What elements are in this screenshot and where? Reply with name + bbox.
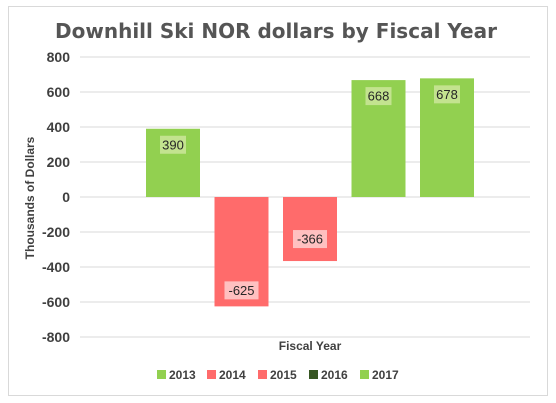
bar-2015 — [283, 197, 337, 262]
legend-label-2017: 2017 — [372, 368, 399, 382]
legend-swatch-2016 — [309, 370, 318, 379]
legend-label-2016: 2016 — [321, 368, 348, 382]
y-tick-label: -800 — [42, 329, 70, 345]
bars — [146, 78, 474, 307]
y-tick-label: -200 — [42, 224, 70, 240]
chart-title: Downhill Ski NOR dollars by Fiscal Year — [55, 19, 497, 43]
legend-swatch-2014 — [207, 370, 216, 379]
legend: 2013 2014 2015 2016 2017 — [157, 368, 399, 382]
data-label-2017: 678 — [436, 87, 458, 102]
data-label-2014: -625 — [228, 283, 254, 298]
data-label-2013: 390 — [162, 137, 184, 152]
y-tick-label: 0 — [62, 189, 70, 205]
chart-frame — [8, 6, 548, 396]
x-axis-label: Fiscal Year — [279, 339, 342, 353]
y-tick-label: -600 — [42, 294, 70, 310]
data-label-2016: 668 — [368, 89, 390, 104]
y-axis-ticks: 800 600 400 200 0 -200 -400 -600 -800 — [42, 49, 70, 345]
legend-swatch-2013 — [157, 370, 166, 379]
data-label-bg — [434, 85, 460, 104]
y-tick-label: 800 — [47, 49, 71, 65]
legend-label-2013: 2013 — [169, 368, 196, 382]
data-labels: 390 -625 -366 668 678 — [160, 85, 460, 300]
y-axis-label: Thousands of Dollars — [23, 136, 37, 259]
legend-swatch-2017 — [360, 370, 369, 379]
data-label-bg — [224, 281, 259, 300]
data-label-bg — [365, 87, 392, 106]
y-tick-label: 600 — [47, 84, 71, 100]
y-tick-label: -400 — [42, 259, 70, 275]
data-label-bg — [293, 230, 327, 249]
y-tick-label: 400 — [47, 119, 71, 135]
data-label-bg — [160, 135, 186, 154]
legend-swatch-2015 — [258, 370, 267, 379]
data-label-2015: -366 — [297, 232, 323, 247]
legend-label-2015: 2015 — [270, 368, 297, 382]
legend-label-2014: 2014 — [219, 368, 246, 382]
y-tick-label: 200 — [47, 154, 71, 170]
